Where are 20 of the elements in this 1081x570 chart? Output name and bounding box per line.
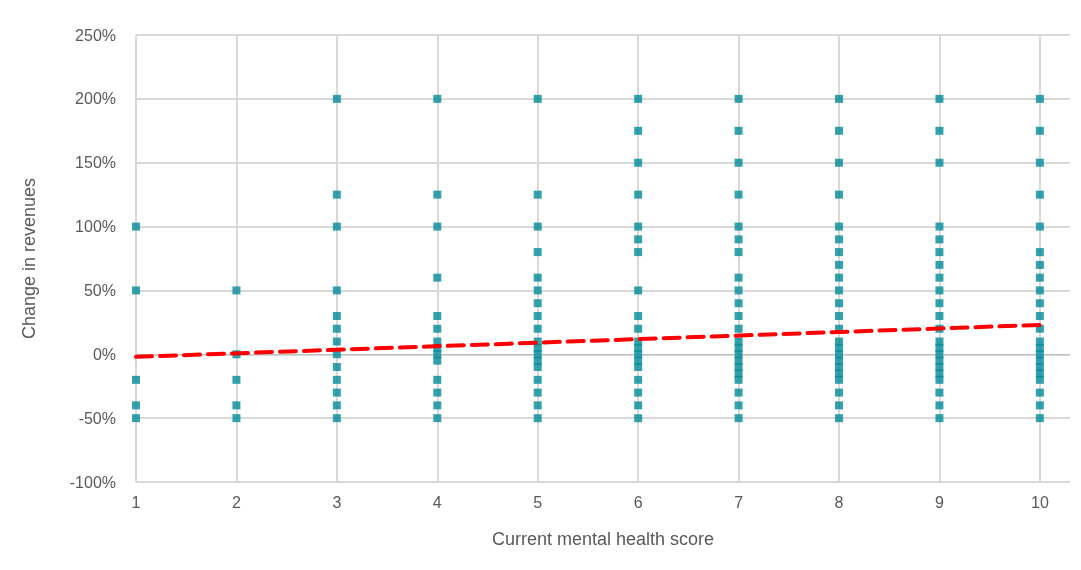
x-tick-label: 7	[734, 493, 744, 511]
y-tick-label: 150%	[75, 154, 116, 172]
x-tick-label: 1	[131, 493, 141, 511]
y-axis-title: Change in revenues	[19, 177, 39, 340]
x-tick-label: 9	[934, 493, 944, 511]
y-tick-label: 50%	[83, 281, 116, 299]
x-axis-title: Current mental health score	[491, 529, 715, 549]
y-tick-label: 100%	[75, 218, 116, 236]
y-tick-label: 0%	[92, 345, 116, 363]
x-tick-label: 6	[633, 493, 643, 511]
x-tick-label: 4	[432, 493, 442, 511]
y-tick-label: 250%	[75, 26, 116, 44]
y-tick-label: 200%	[75, 90, 116, 108]
x-tick-label: 10	[1030, 493, 1049, 511]
x-tick-label: 3	[332, 493, 342, 511]
x-tick-label: 5	[533, 493, 543, 511]
x-tick-label: 8	[834, 493, 844, 511]
x-tick-label: 2	[231, 493, 241, 511]
y-tick-label: -50%	[78, 409, 116, 427]
y-tick-label: -100%	[69, 473, 116, 491]
